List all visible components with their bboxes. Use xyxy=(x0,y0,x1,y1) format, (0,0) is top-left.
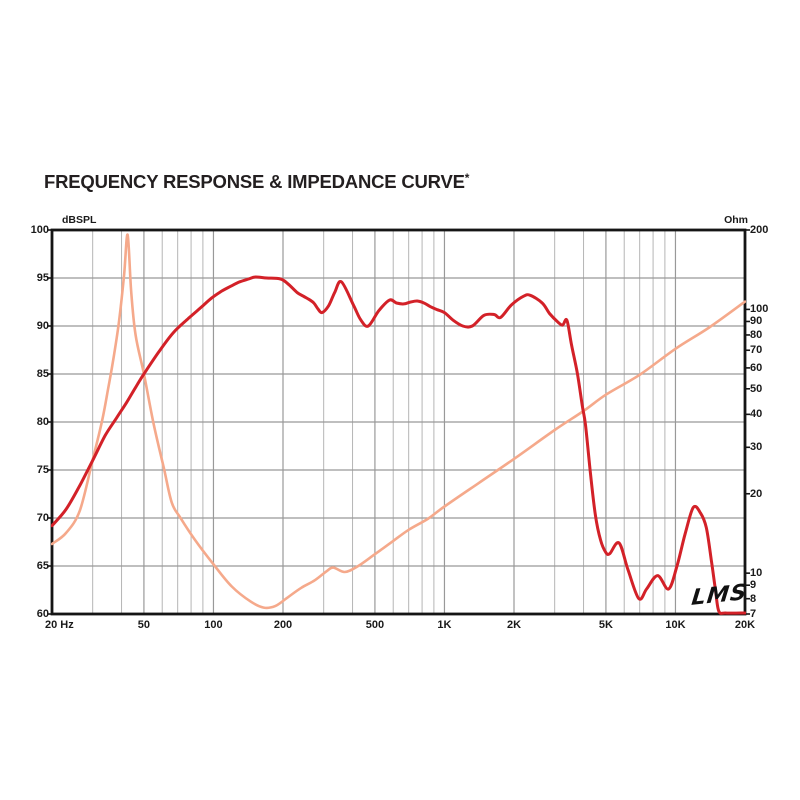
y-left-tick-label: 60 xyxy=(36,608,49,620)
y-left-tick-label: 70 xyxy=(36,512,49,524)
x-tick-label: 10K xyxy=(665,619,686,631)
y-right-tick-label: 60 xyxy=(750,361,763,374)
x-tick-label: 500 xyxy=(365,619,385,631)
y-right-tick-label: 10 xyxy=(750,567,763,580)
y-left-tick-label: 100 xyxy=(30,224,49,236)
y-right-tick-label: 7 xyxy=(750,608,757,620)
y-left-tick-label: 90 xyxy=(36,320,49,332)
y-right-tick-label: 40 xyxy=(750,408,763,421)
y-right-tick-label: 100 xyxy=(750,303,769,316)
title-footnote-asterisk: * xyxy=(464,171,470,185)
x-tick-label: 2K xyxy=(506,619,522,631)
y-left-tick-label: 75 xyxy=(36,464,49,476)
y-right-tick-label: 9 xyxy=(750,579,757,592)
page-title: FREQUENCY RESPONSE & IMPEDANCE CURVE* xyxy=(44,171,469,193)
page-title-text: FREQUENCY RESPONSE & IMPEDANCE CURVE xyxy=(44,171,465,192)
y-left-tick-label: 65 xyxy=(36,560,49,572)
impedance-curve xyxy=(51,233,746,610)
y-left-tick-label: 85 xyxy=(36,368,49,380)
y-right-tick-label: 90 xyxy=(750,315,763,328)
y-right-tick-label: 70 xyxy=(750,344,763,357)
y-right-tick-label: 30 xyxy=(750,441,763,454)
y-left-tick-label: 95 xyxy=(36,272,49,284)
x-tick-label: 200 xyxy=(273,619,293,631)
right-axis-unit-label: Ohm xyxy=(724,214,748,226)
x-tick-label: 5K xyxy=(598,619,613,631)
y-right-tick-label: 50 xyxy=(750,382,763,395)
y-right-tick-label: 200 xyxy=(750,224,769,236)
y-right-tick-label: 8 xyxy=(750,592,757,605)
x-tick-label: 1K xyxy=(437,619,452,631)
y-right-tick-label: 20 xyxy=(750,487,763,500)
y-left-tick-label: 80 xyxy=(36,416,49,428)
x-tick-label: 20 Hz xyxy=(45,619,74,631)
x-tick-label: 50 xyxy=(137,619,151,631)
x-tick-label: 20K xyxy=(734,619,756,631)
frequency-response-curve xyxy=(51,275,746,615)
left-axis-unit-label: dBSPL xyxy=(62,214,97,226)
y-right-tick-label: 80 xyxy=(750,328,763,341)
x-tick-label: 100 xyxy=(204,619,223,631)
